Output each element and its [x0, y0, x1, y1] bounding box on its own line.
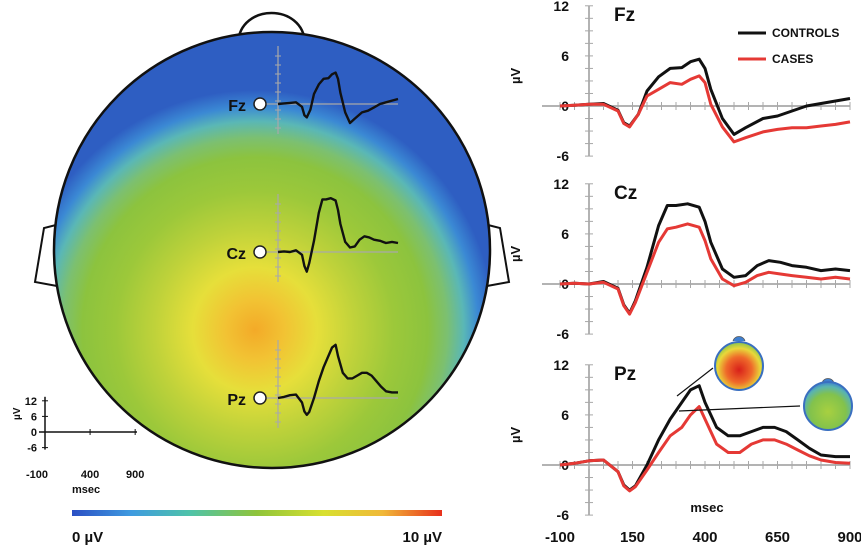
electrode-trace-cz	[277, 197, 399, 273]
inset-x-label: msec	[72, 484, 100, 496]
inset-x-tick-label: -100	[26, 469, 48, 481]
electrode-label-fz: Fz	[228, 98, 246, 115]
inset-x-tick-label: 900	[126, 469, 144, 481]
legend-entry-cases: CASES	[772, 52, 813, 66]
colorbar-max-label: 10 µV	[403, 529, 443, 546]
x-axis-label: msec	[690, 500, 723, 515]
y-tick-label: 12	[553, 357, 569, 373]
electrode-trace-fz	[277, 71, 399, 125]
electrode-marker-cz	[253, 245, 267, 259]
series-controls-fz	[559, 57, 851, 136]
electrode-trace-pz	[277, 343, 398, 416]
y-axis-label: µV	[508, 68, 523, 84]
y-tick-label: -6	[557, 326, 570, 342]
scalp-map: Fz Cz Pz	[33, 11, 511, 470]
colorbar-min-label: 0 µV	[72, 529, 103, 546]
head-outline	[52, 30, 492, 470]
x-tick-label: -100	[545, 529, 575, 546]
panel-label: Fz	[614, 5, 635, 26]
y-tick-label: 6	[561, 226, 569, 242]
series-cases-pz	[559, 405, 851, 493]
controls-peak-connector	[676, 367, 714, 397]
inset-y-tick-label: 0	[31, 427, 37, 439]
left-ear	[33, 224, 58, 287]
right-ear	[486, 224, 511, 287]
pz-topography-insets	[676, 336, 853, 431]
panel-label: Pz	[614, 364, 636, 385]
electrode-marker-fz	[253, 97, 267, 111]
controls-peak-topography	[714, 336, 764, 391]
electrode-label-pz: Pz	[227, 392, 246, 409]
inset-y-tick-label: -6	[27, 443, 37, 455]
x-tick-label: 400	[692, 529, 717, 546]
scale-inset: 12 6 0 -6 -100 400 900 µV msec	[12, 396, 144, 496]
inset-y-tick-label: 6	[31, 411, 37, 423]
y-tick-label: 12	[553, 0, 569, 14]
y-axis-label: µV	[508, 246, 523, 262]
electrode-label-cz: Cz	[226, 246, 246, 263]
inset-y-tick-label: 12	[25, 396, 37, 408]
x-tick-label: 900	[837, 529, 861, 546]
y-tick-label: 6	[561, 48, 569, 64]
x-tick-label: 150	[620, 529, 645, 546]
cases-peak-topography	[803, 378, 853, 431]
y-tick-label: 12	[553, 176, 569, 192]
legend: CONTROLS CASES	[738, 26, 839, 66]
y-axis-label: µV	[508, 427, 523, 443]
y-tick-label: 6	[561, 407, 569, 423]
inset-x-tick-label: 400	[81, 469, 99, 481]
x-tick-label: 650	[765, 529, 790, 546]
series-cases-fz	[559, 74, 851, 144]
y-tick-label: -6	[557, 148, 570, 164]
legend-entry-controls: CONTROLS	[772, 26, 839, 40]
colorbar-gradient	[72, 510, 442, 516]
cases-peak-connector	[678, 405, 801, 412]
series-cases-cz	[559, 222, 851, 316]
colorbar: 0 µV 10 µV	[72, 510, 442, 546]
y-tick-label: -6	[557, 507, 570, 523]
panel-label: Cz	[614, 183, 637, 204]
scalp-heatmap	[54, 32, 490, 468]
series-controls-cz	[559, 202, 851, 315]
inset-y-label: µV	[12, 407, 23, 420]
electrode-marker-pz	[253, 391, 267, 405]
